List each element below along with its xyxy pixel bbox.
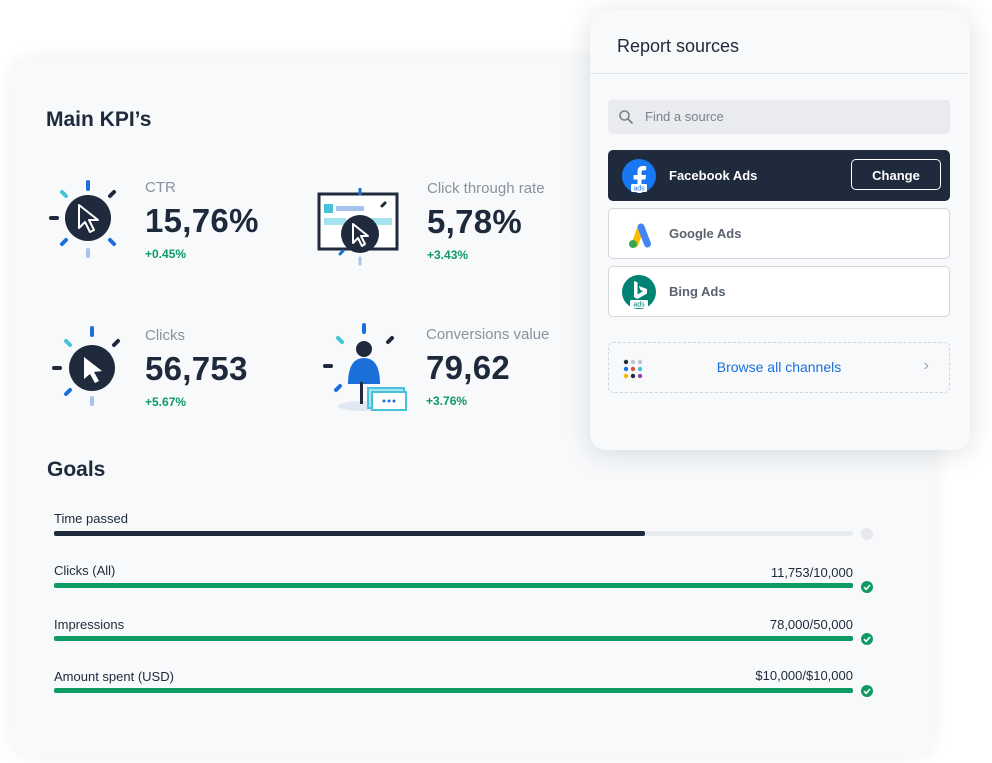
source-name-bing-ads: Bing Ads [669,284,726,299]
cursor-click-icon [52,326,120,406]
kpi-delta-clicks: +5.67% [145,395,187,409]
kpi-label-click-through-rate: Click through rate [427,180,545,197]
goal-value-impressions: 78,000/50,000 [769,617,853,632]
kpi-label-conversions-value: Conversions value [426,326,550,343]
google-ads-logo [629,223,651,248]
kpi-label-ctr: CTR [145,179,176,196]
bing-ads-logo: ads [622,275,656,309]
panel-title: Report sources [617,36,740,56]
report-sources-panel: Report sources Find a source ads Faceboo… [590,10,970,450]
goal-progress-fill [54,636,853,641]
search-placeholder: Find a source [645,109,724,124]
kpi-delta-click-through-rate: +3.43% [427,248,469,262]
goal-progress-fill [54,688,853,693]
kpi-label-clicks: Clicks [145,327,185,344]
divider [590,73,968,74]
source-bing-ads[interactable]: ads Bing Ads [608,266,950,317]
goal-progress-fill [54,583,853,588]
goal-value-clicks: 11,753/10,000 [770,565,853,580]
source-facebook-ads[interactable]: ads Facebook Ads Change [608,150,950,201]
facebook-ads-logo: ads [622,159,656,193]
cursor-arrow-icon [49,180,116,258]
kpi-value-conversions-value: 79,62 [426,349,511,386]
check-circle-icon [861,685,873,697]
kpi-delta-ctr: +0.45% [145,247,187,261]
kpi-value-ctr: 15,76% [145,202,259,239]
goal-label-time-passed: Time passed [54,511,128,526]
goal-progress-amount-spent [54,688,853,693]
goal-label-clicks: Clicks (All) [54,563,116,578]
goal-progress-clicks [54,583,853,588]
source-name-google-ads: Google Ads [669,226,742,241]
chevron-right-icon: › [923,357,929,374]
kpi-value-click-through-rate: 5,78% [427,203,523,240]
change-button[interactable]: Change [851,159,941,190]
source-name-facebook-ads: Facebook Ads [669,168,758,183]
source-search-input[interactable]: Find a source [608,100,950,134]
goals-title: Goals [47,458,106,481]
goal-label-amount-spent: Amount spent (USD) [54,669,174,684]
goal-value-amount-spent: $10,000/$10,000 [755,668,853,683]
check-circle-icon [861,633,873,645]
main-kpi-title: Main KPI’s [46,108,152,131]
person-money-icon [323,323,407,411]
check-circle-icon [861,581,873,593]
goal-label-impressions: Impressions [54,617,125,632]
kpi-delta-conversions-value: +3.76% [426,394,468,408]
source-google-ads[interactable]: Google Ads [608,208,950,259]
bing-ads-logo-text: ads [633,302,645,309]
facebook-ads-logo-text: ads [633,186,645,193]
browse-all-channels-button[interactable]: Browse all channels › [608,342,950,393]
kpi-value-clicks: 56,753 [145,350,248,387]
goal-progress-impressions [54,636,853,641]
browse-all-channels-label: Browse all channels [716,359,842,375]
screen-click-icon [317,188,399,266]
goal-progress-fill [54,531,646,536]
goal-progress-time-passed [54,531,853,536]
pending-indicator-icon [861,528,873,540]
search-icon [619,110,633,124]
channels-grid-icon [623,359,643,379]
